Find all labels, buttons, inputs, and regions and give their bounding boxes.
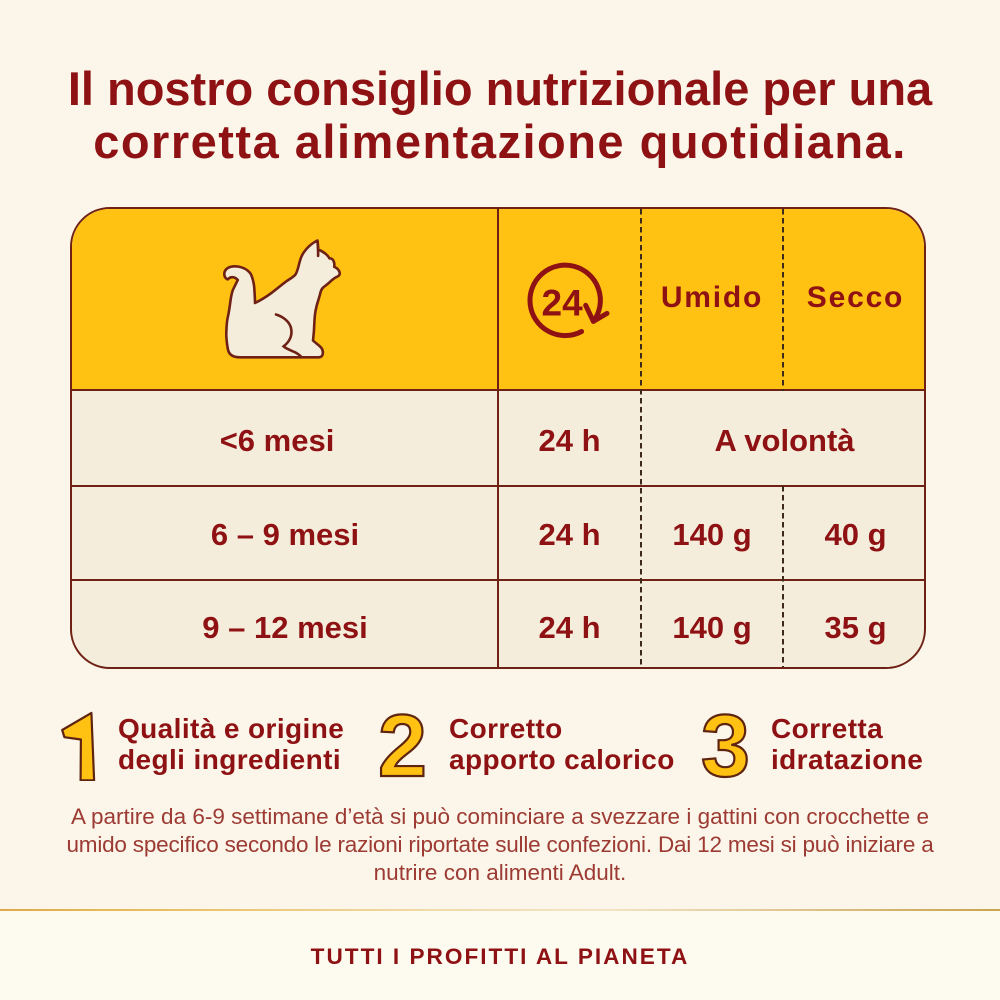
svg-text:24: 24: [542, 283, 584, 324]
